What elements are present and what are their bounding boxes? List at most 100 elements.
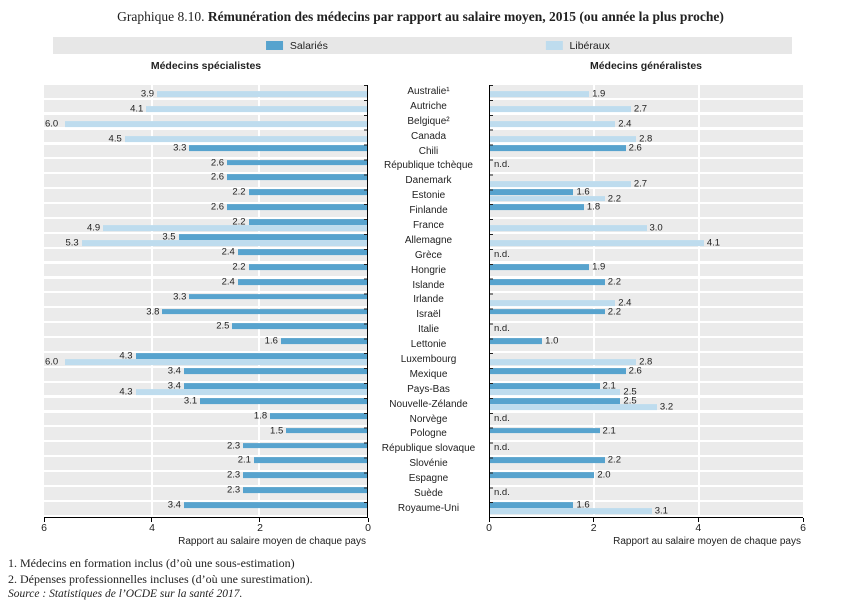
bar-liberaux [490, 240, 704, 247]
bar-salaries [490, 368, 626, 374]
bar-slot: 1.5 [44, 425, 367, 436]
bar-salaries [183, 383, 367, 389]
country-label: Royaume-Uni [397, 502, 460, 514]
value-label: 2.8 [639, 133, 653, 145]
value-label: 2.1 [602, 380, 616, 392]
bar-salaries [248, 263, 367, 270]
bar-liberaux [103, 225, 367, 232]
value-label: 1.6 [264, 335, 278, 347]
footnote-2: 2. Dépenses professionnelles incluses (d… [8, 571, 313, 586]
value-label: 2.5 [216, 320, 230, 332]
country-labels-column: Australie¹ Autriche Belgique² Canada Chili Ré… [368, 85, 489, 518]
chart-row: n.d. [490, 248, 803, 262]
axis-tick [697, 518, 699, 522]
bar-slot: 1.8 [44, 410, 367, 421]
value-label: 3.2 [659, 401, 674, 413]
chart-row: 2.2 [44, 187, 367, 202]
bar-slot: 3.2 [490, 401, 803, 413]
bar-liberaux [490, 136, 637, 143]
chart-row: 2.6 [44, 172, 367, 187]
panel-title-spacer [368, 60, 489, 72]
bar-salaries [490, 144, 626, 151]
bar-liberaux [135, 389, 367, 396]
value-label: 3.0 [649, 222, 663, 234]
bar-slot: 2.2 [44, 187, 367, 198]
axis-tick-label: 6 [41, 522, 47, 534]
bar-slot: 2.2 [490, 193, 803, 205]
bar-slot: 3.1 [490, 506, 803, 517]
bar-salaries [183, 502, 367, 508]
bar-slot: 1.9 [490, 261, 803, 273]
axis-tick [593, 518, 595, 522]
country-label: Espagne [408, 473, 449, 485]
bar-slot: 2.8 [490, 357, 803, 368]
nd-label: n.d. [494, 487, 510, 499]
chart-row: 1.8 [44, 410, 367, 426]
chart-title-prefix: Graphique 8.10. [117, 9, 205, 24]
bar-slot: 2.7 [490, 104, 803, 115]
value-label: 6.0 [45, 356, 59, 368]
gridline [258, 85, 261, 517]
bar-salaries [243, 442, 367, 449]
country-label: Norvège [409, 413, 448, 425]
chart-title-main: Rémunération des médecins par rapport au… [207, 9, 724, 24]
bar-slot: 2.2 [490, 276, 803, 287]
legend: Salariés Libéraux [53, 37, 792, 54]
bar-salaries [243, 487, 367, 494]
panel-title-generalistes: Médecins généralistes [589, 60, 703, 72]
chart-area: 3.9 4.1 6.0 4.5 3.3 2.6 2.6 2.2 2.6 2.2 4.9 3.5 5.3 2… [44, 85, 803, 518]
bar-salaries [286, 427, 367, 434]
chart-row: 2.1 2.5 [490, 380, 803, 398]
chart-row: n.d. [490, 323, 803, 336]
value-label: 2.7 [633, 178, 648, 190]
chart-row: 4.3 6.0 [44, 350, 367, 368]
bar-liberaux [81, 240, 367, 247]
bar-slot: 3.0 [490, 222, 803, 234]
nd-label: n.d. [494, 442, 510, 454]
bar-slot: 5.3 [44, 238, 367, 249]
bar-salaries [490, 457, 605, 464]
country-label: Israël [416, 309, 441, 321]
footnote-1: 1. Médecins en formation inclus (d’où un… [8, 556, 295, 570]
chart-row: 3.1 [44, 395, 367, 411]
chart-row: 2.2 4.9 [44, 217, 367, 234]
legend-label-liberaux: Libéraux [569, 39, 610, 52]
country-label: Slovénie [409, 458, 448, 470]
chart-row: 2.7 [490, 174, 803, 190]
legend-entry-salaries: Salariés [265, 37, 328, 54]
bar-slot: 2.6 [44, 172, 367, 183]
bar-slot: 2.7 [490, 178, 803, 190]
axis-tick [802, 518, 804, 522]
bar-salaries [490, 397, 621, 404]
chart-row: 3.4 4.3 [44, 380, 367, 398]
value-label: 2.2 [607, 193, 621, 205]
bar-slot: 2.1 [490, 425, 803, 436]
value-label: 4.5 [108, 133, 122, 145]
value-label: 4.3 [119, 350, 133, 362]
bar-slot: 2.6 [490, 366, 803, 377]
country-label: Australie¹ [407, 86, 450, 97]
chart-row: 3.3 [44, 142, 367, 158]
country-label: Belgique² [407, 115, 450, 127]
country-label: Estonie [411, 190, 446, 202]
chart-row: 2.2 [490, 455, 803, 470]
bar-salaries [270, 412, 367, 419]
bar-slot: 2.6 [44, 202, 367, 213]
country-label: Islande [412, 279, 445, 291]
value-label: 3.4 [167, 365, 181, 377]
axis-tick-label: 2 [257, 522, 263, 534]
axis-tick [259, 518, 261, 522]
country-label: Danemark [405, 175, 452, 187]
bar-salaries [227, 204, 367, 211]
nd-label: n.d. [494, 412, 510, 424]
legend-swatch-salaries-icon [265, 41, 283, 50]
value-label: 6.0 [45, 118, 59, 130]
bar-slot: 3.1 [44, 395, 367, 406]
chart-row: 3.8 [44, 306, 367, 321]
bar-liberaux [490, 195, 605, 202]
nd-label: n.d. [494, 248, 510, 260]
value-label: 1.9 [592, 261, 606, 273]
bar-salaries [227, 174, 367, 181]
country-label: Allemagne [404, 234, 453, 246]
bar-salaries [490, 383, 600, 389]
